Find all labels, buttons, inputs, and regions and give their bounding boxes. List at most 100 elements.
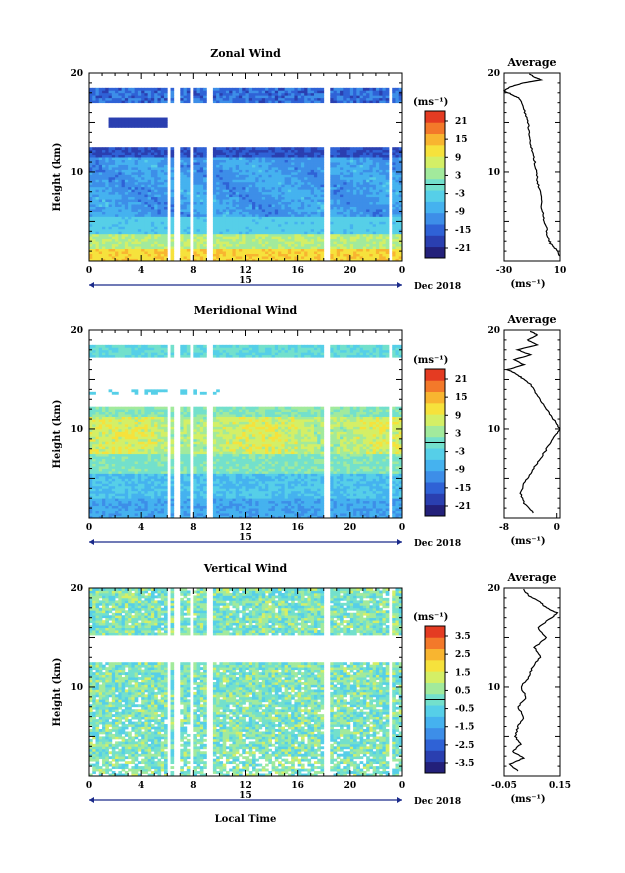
heatmap-cell — [186, 189, 191, 193]
heatmap-cell — [137, 149, 142, 153]
heatmap-cell — [274, 95, 279, 99]
heatmap-cell — [356, 251, 361, 254]
heatmap-cell — [274, 196, 279, 200]
heatmap-cell — [229, 253, 233, 257]
heatmap-cell — [186, 199, 191, 203]
heatmap-cell — [313, 189, 318, 193]
heatmap-cell — [252, 157, 256, 160]
heatmap-cell — [330, 206, 334, 210]
heatmap-cell — [304, 167, 308, 170]
heatmap-cell — [255, 171, 259, 175]
heatmap-cell — [180, 251, 184, 254]
heatmap-cell — [300, 87, 305, 91]
heatmap-cell — [89, 216, 93, 220]
heatmap-cell — [382, 95, 387, 99]
heatmap-cell — [89, 453, 93, 457]
heatmap-cell — [124, 211, 129, 215]
heatmap-cell — [115, 184, 119, 188]
heatmap-cell — [385, 223, 390, 227]
heatmap-cell — [118, 149, 122, 153]
heatmap-cell — [398, 189, 403, 193]
heatmap-cell — [193, 176, 197, 180]
heatmap-cell — [265, 181, 269, 185]
heatmap-cell — [245, 189, 250, 193]
heatmap-cell — [163, 258, 168, 262]
heatmap-cell — [340, 218, 344, 222]
heatmap-cell — [193, 214, 197, 217]
heatmap-cell — [144, 191, 149, 195]
heatmap-cell — [229, 95, 233, 99]
heatmap-cell — [372, 243, 377, 247]
heatmap-cell — [392, 251, 396, 254]
heatmap-cell — [343, 100, 347, 104]
heatmap-cell — [170, 218, 175, 222]
heatmap-cell — [392, 87, 396, 91]
heatmap-cell — [268, 186, 272, 190]
heatmap-cell — [343, 238, 347, 242]
heatmap-cell — [128, 95, 132, 99]
heatmap-cell — [291, 241, 295, 245]
heatmap-cell — [154, 157, 158, 160]
heatmap-cell — [238, 209, 243, 212]
heatmap-cell — [115, 154, 119, 158]
heatmap-cell — [238, 216, 243, 220]
heatmap-cell — [362, 216, 367, 220]
heatmap-cell — [385, 199, 390, 203]
heatmap-cell — [89, 436, 93, 440]
heatmap-cell — [291, 191, 295, 195]
heatmap-cell — [212, 164, 217, 168]
heatmap-cell — [157, 216, 162, 220]
heatmap-cell — [281, 87, 286, 91]
heatmap-cell — [222, 251, 227, 254]
heatmap-cell — [144, 223, 149, 227]
heatmap-cell — [307, 167, 312, 170]
heatmap-cell — [199, 204, 204, 207]
heatmap-cell — [111, 176, 116, 180]
heatmap-cell — [271, 95, 276, 99]
heatmap-cell — [102, 513, 106, 516]
heatmap-cell — [229, 223, 233, 227]
heatmap-cell — [300, 223, 305, 227]
heatmap-cell — [310, 174, 315, 178]
heatmap-cell — [193, 218, 197, 222]
heatmap-cell — [300, 174, 305, 178]
heatmap-cell — [258, 201, 263, 205]
heatmap-cell — [278, 201, 282, 205]
heatmap-cell — [102, 174, 106, 178]
heatmap-cell — [268, 179, 272, 183]
heatmap-cell — [144, 186, 149, 190]
heatmap-cell — [261, 179, 266, 183]
heatmap-cell — [291, 100, 295, 104]
heatmap-cell — [196, 206, 201, 210]
heatmap-cell — [98, 458, 103, 462]
heatmap-cell — [131, 124, 136, 128]
heatmap-cell — [108, 206, 113, 210]
heatmap-cell — [134, 184, 139, 188]
heatmap-cell — [330, 100, 334, 104]
heatmap-cell — [346, 233, 351, 237]
heatmap-cell — [102, 191, 106, 195]
heatmap-cell — [199, 241, 204, 245]
heatmap-cell — [307, 92, 312, 96]
heatmap-cell — [362, 152, 367, 156]
heatmap-cell — [274, 256, 279, 259]
heatmap-cell — [271, 189, 276, 193]
heatmap-cell — [379, 251, 383, 254]
heatmap-cell — [372, 87, 377, 91]
heatmap-cell — [349, 184, 354, 188]
heatmap-cell — [304, 174, 308, 178]
heatmap-cell — [111, 246, 116, 250]
heatmap-cell — [359, 159, 364, 163]
heatmap-cell — [320, 92, 325, 96]
heatmap-cell — [95, 515, 100, 519]
heatmap-cell — [359, 152, 364, 156]
heatmap-cell — [144, 171, 149, 175]
heatmap-cell — [366, 241, 370, 245]
heatmap-cell — [313, 97, 318, 101]
heatmap-cell — [261, 223, 266, 227]
heatmap-cell — [313, 231, 318, 235]
heatmap-cell — [229, 184, 233, 188]
heatmap-cell — [366, 246, 370, 250]
heatmap-cell — [385, 176, 390, 180]
heatmap-cell — [150, 174, 155, 178]
